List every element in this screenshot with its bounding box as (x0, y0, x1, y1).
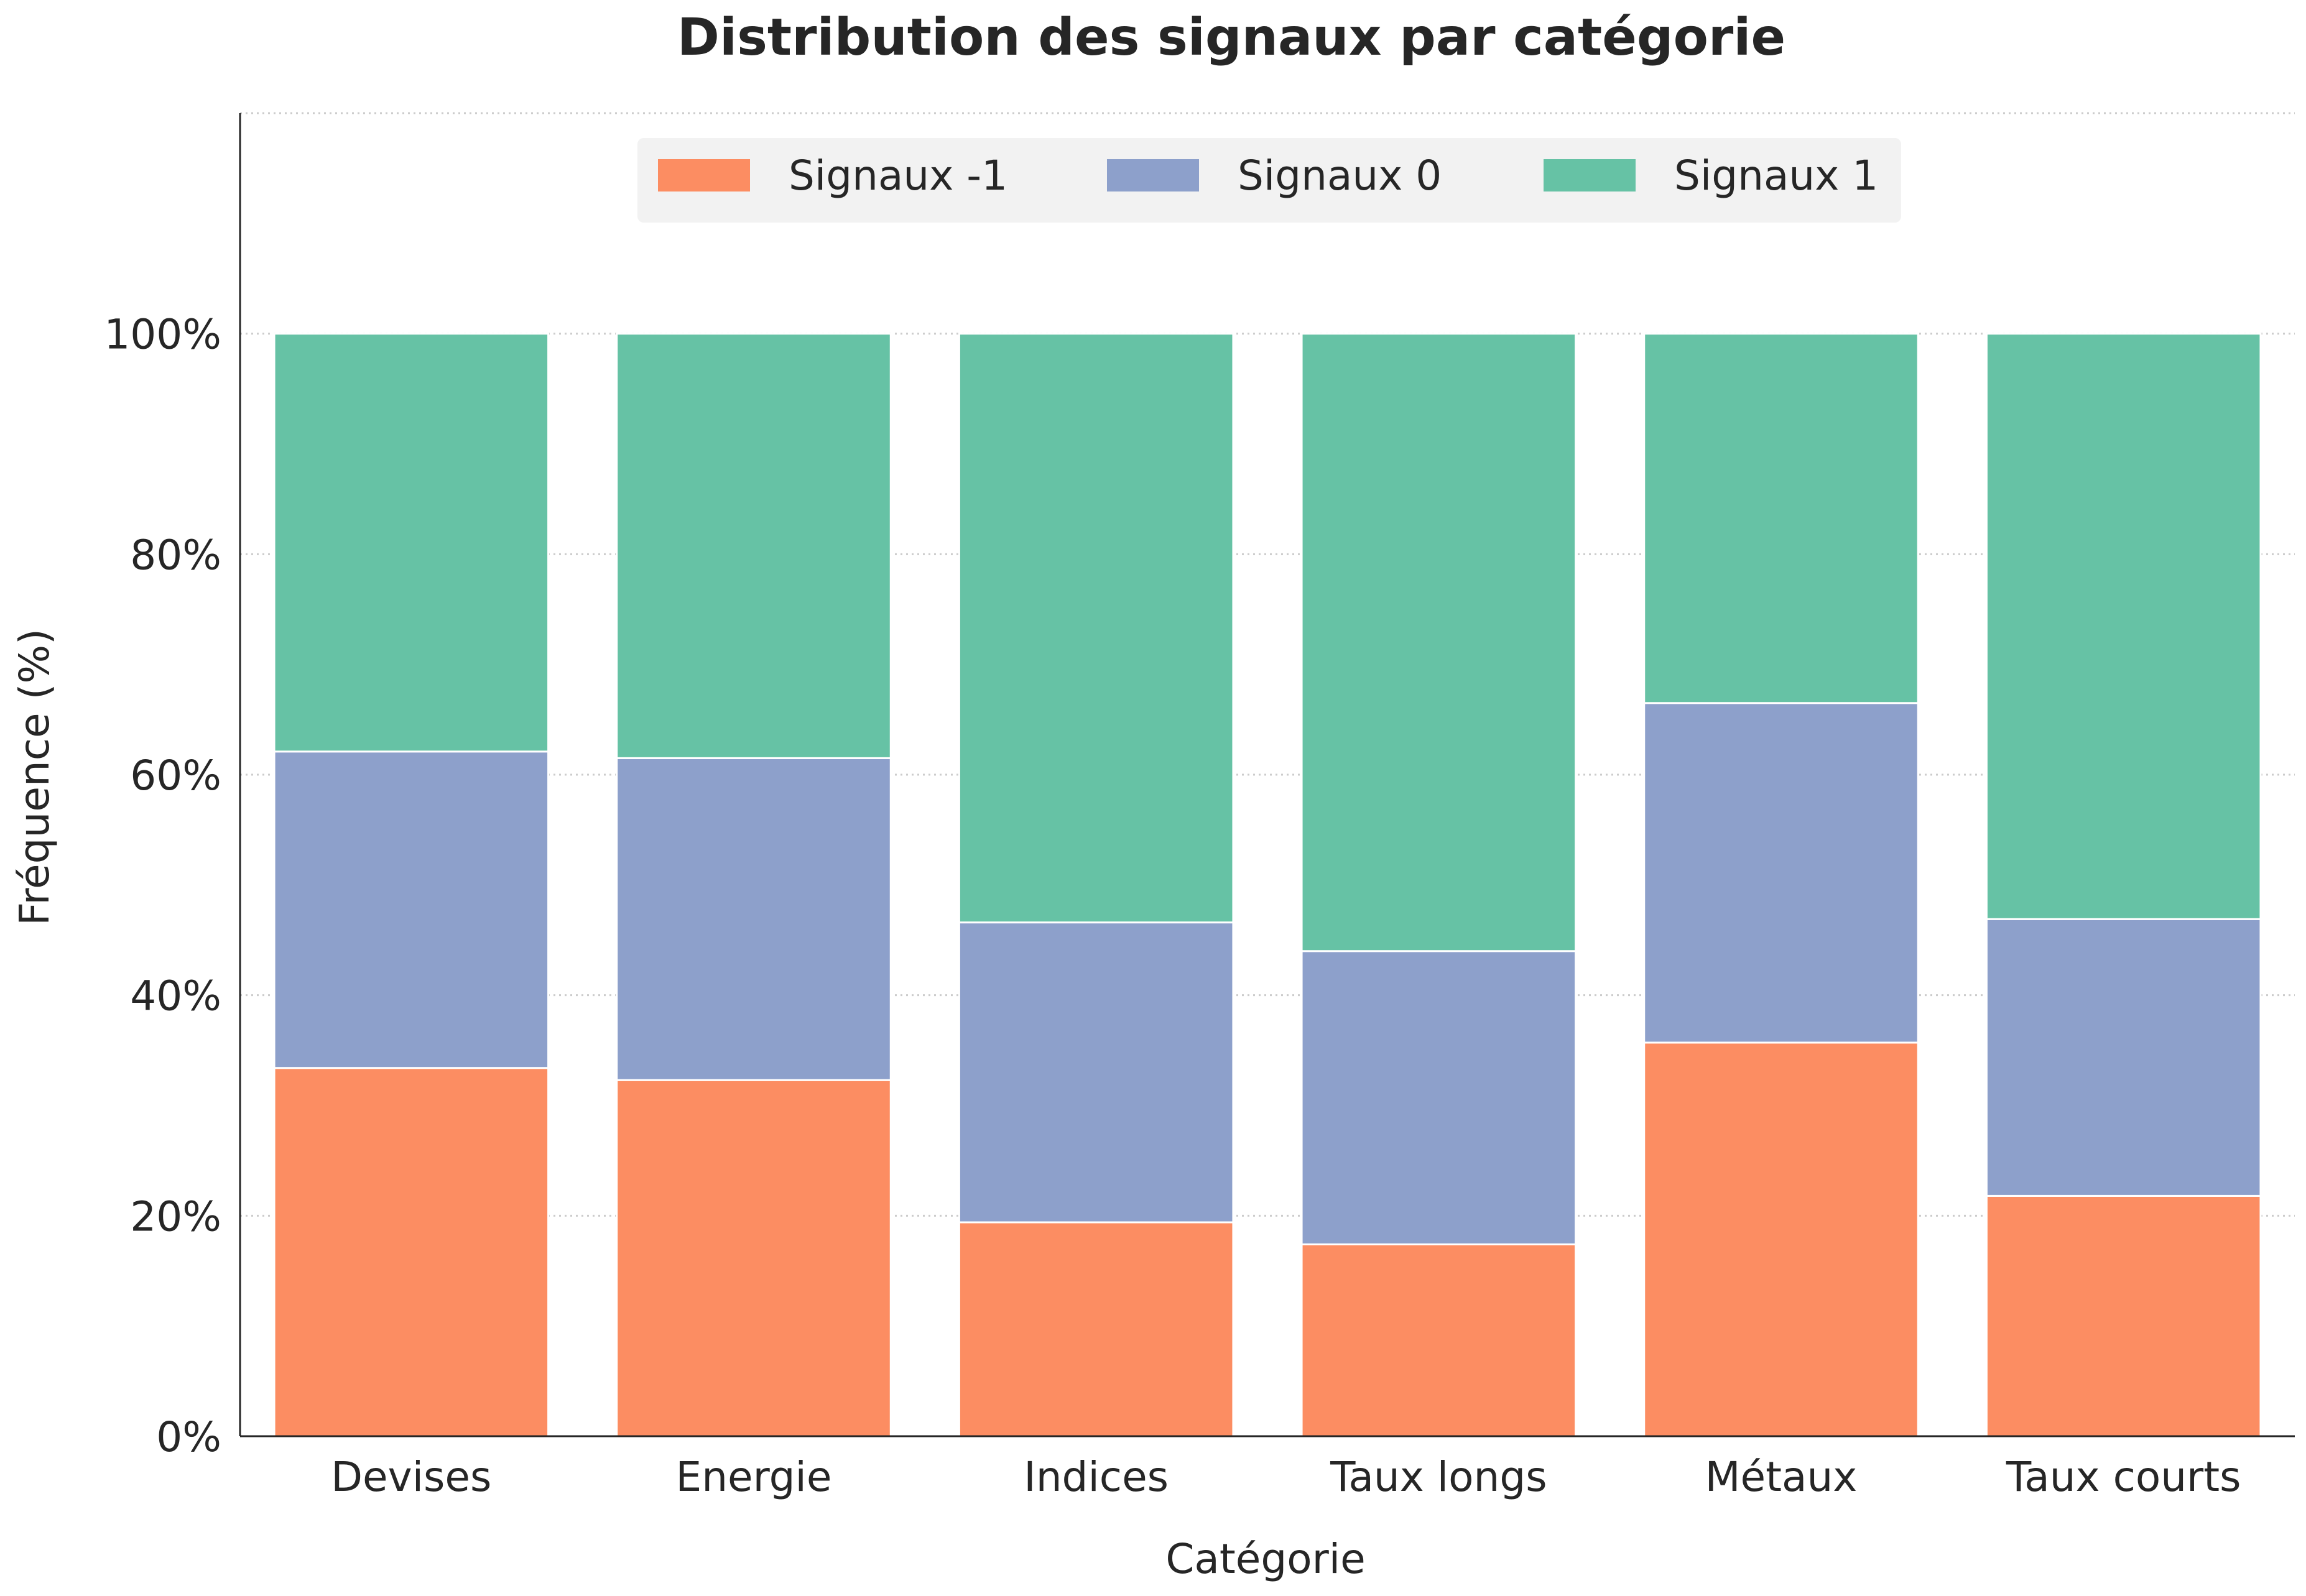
y-tick-label: 60% (130, 752, 221, 800)
x-tick-label: Energie (676, 1453, 832, 1501)
legend-swatch (658, 159, 750, 191)
legend-label: Signaux 0 (1238, 152, 1442, 200)
bar-segment-1 (616, 757, 892, 1081)
legend-label: Signaux 1 (1674, 152, 1878, 200)
bar-segment-1 (1643, 702, 1919, 1044)
bar-segment-2 (273, 333, 550, 753)
bar-segment-0 (273, 1067, 550, 1437)
bars (273, 333, 2262, 1437)
bar-segment-1 (273, 750, 550, 1069)
y-tick-label: 40% (130, 972, 221, 1020)
legend-label: Signaux -1 (789, 152, 1007, 200)
legend: Signaux -1 Signaux 0 Signaux 1 (637, 138, 1901, 223)
y-tick-label: 20% (130, 1192, 221, 1240)
x-tick-label: Indices (1024, 1453, 1169, 1501)
bar-segment-2 (1300, 333, 1577, 953)
bar-segment-0 (1643, 1041, 1919, 1437)
x-tick-label: Taux longs (1330, 1453, 1547, 1501)
bar-segment-2 (1643, 333, 1919, 704)
bar-segment-1 (958, 921, 1234, 1224)
y-tick-label: 0% (156, 1413, 221, 1461)
x-axis-ticks: Devises Energie Indices Taux longs Métaux Tau… (331, 1453, 2241, 1501)
bar-segment-1 (1300, 950, 1577, 1245)
x-tick-label: Métaux (1705, 1453, 1858, 1501)
bar-segment-2 (616, 333, 892, 759)
bar-segment-2 (1985, 333, 2262, 920)
y-tick-label: 100% (104, 311, 221, 359)
bar-segment-1 (1985, 918, 2262, 1197)
bar-segment-0 (958, 1221, 1234, 1437)
bar-segment-2 (958, 333, 1234, 924)
bar-segment-0 (1300, 1243, 1577, 1437)
x-axis-label: Catégorie (1165, 1535, 1365, 1583)
bar-segment-0 (1985, 1194, 2262, 1437)
y-axis-ticks: 0% 20% 40% 60% 80% 100% (104, 311, 221, 1461)
bar-segment-0 (616, 1079, 892, 1437)
chart-title: Distribution des signaux par catégorie (677, 8, 1785, 67)
legend-swatch (1544, 159, 1636, 191)
x-tick-label: Devises (331, 1453, 491, 1501)
axes (239, 113, 2295, 1437)
y-tick-label: 80% (130, 531, 221, 579)
legend-swatch (1107, 159, 1199, 191)
y-axis-label: Fréquence (%) (11, 629, 58, 926)
x-tick-label: Taux courts (2006, 1453, 2241, 1501)
